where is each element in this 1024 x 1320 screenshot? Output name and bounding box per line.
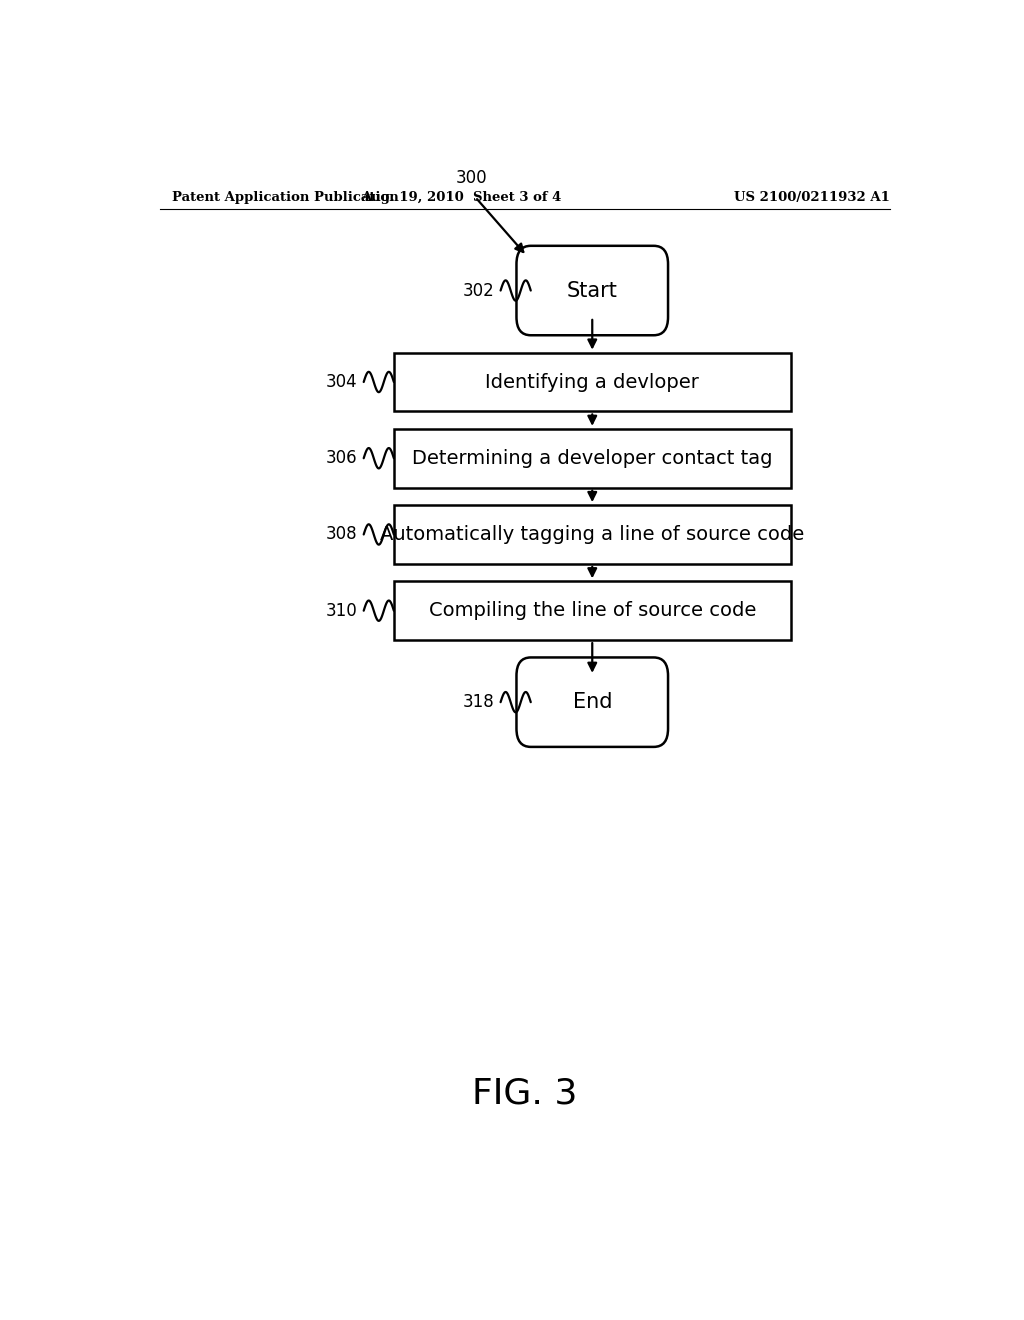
Text: 318: 318: [463, 693, 495, 711]
Text: 302: 302: [463, 281, 495, 300]
Text: Automatically tagging a line of source code: Automatically tagging a line of source c…: [380, 525, 805, 544]
Text: Aug. 19, 2010  Sheet 3 of 4: Aug. 19, 2010 Sheet 3 of 4: [361, 190, 561, 203]
Text: Patent Application Publication: Patent Application Publication: [172, 190, 398, 203]
Text: 308: 308: [326, 525, 357, 544]
Text: 310: 310: [326, 602, 357, 619]
FancyBboxPatch shape: [516, 657, 668, 747]
Text: 300: 300: [456, 169, 487, 187]
Bar: [394, 429, 791, 487]
Text: 304: 304: [326, 374, 357, 391]
Text: End: End: [572, 692, 612, 713]
Text: US 2100/0211932 A1: US 2100/0211932 A1: [734, 190, 890, 203]
Text: Compiling the line of source code: Compiling the line of source code: [429, 601, 756, 620]
FancyBboxPatch shape: [516, 246, 668, 335]
Text: Determining a developer contact tag: Determining a developer contact tag: [412, 449, 772, 467]
Bar: [394, 581, 791, 640]
Text: Start: Start: [567, 281, 617, 301]
Text: 306: 306: [326, 449, 357, 467]
Text: FIG. 3: FIG. 3: [472, 1077, 578, 1110]
Text: Identifying a devloper: Identifying a devloper: [485, 372, 699, 392]
Bar: [394, 506, 791, 564]
Bar: [394, 352, 791, 412]
